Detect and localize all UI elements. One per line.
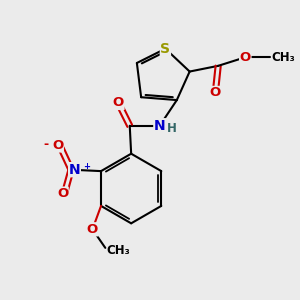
- Text: H: H: [167, 122, 177, 134]
- Text: O: O: [52, 139, 63, 152]
- Text: N: N: [154, 119, 166, 133]
- Text: CH₃: CH₃: [107, 244, 130, 256]
- Text: O: O: [240, 51, 251, 64]
- Text: O: O: [87, 223, 98, 236]
- Text: -: -: [44, 138, 49, 152]
- Text: O: O: [57, 187, 68, 200]
- Text: O: O: [210, 86, 221, 99]
- Text: O: O: [113, 96, 124, 110]
- Text: S: S: [160, 42, 170, 56]
- Text: +: +: [83, 162, 90, 171]
- Text: CH₃: CH₃: [271, 51, 295, 64]
- Text: N: N: [69, 163, 80, 177]
